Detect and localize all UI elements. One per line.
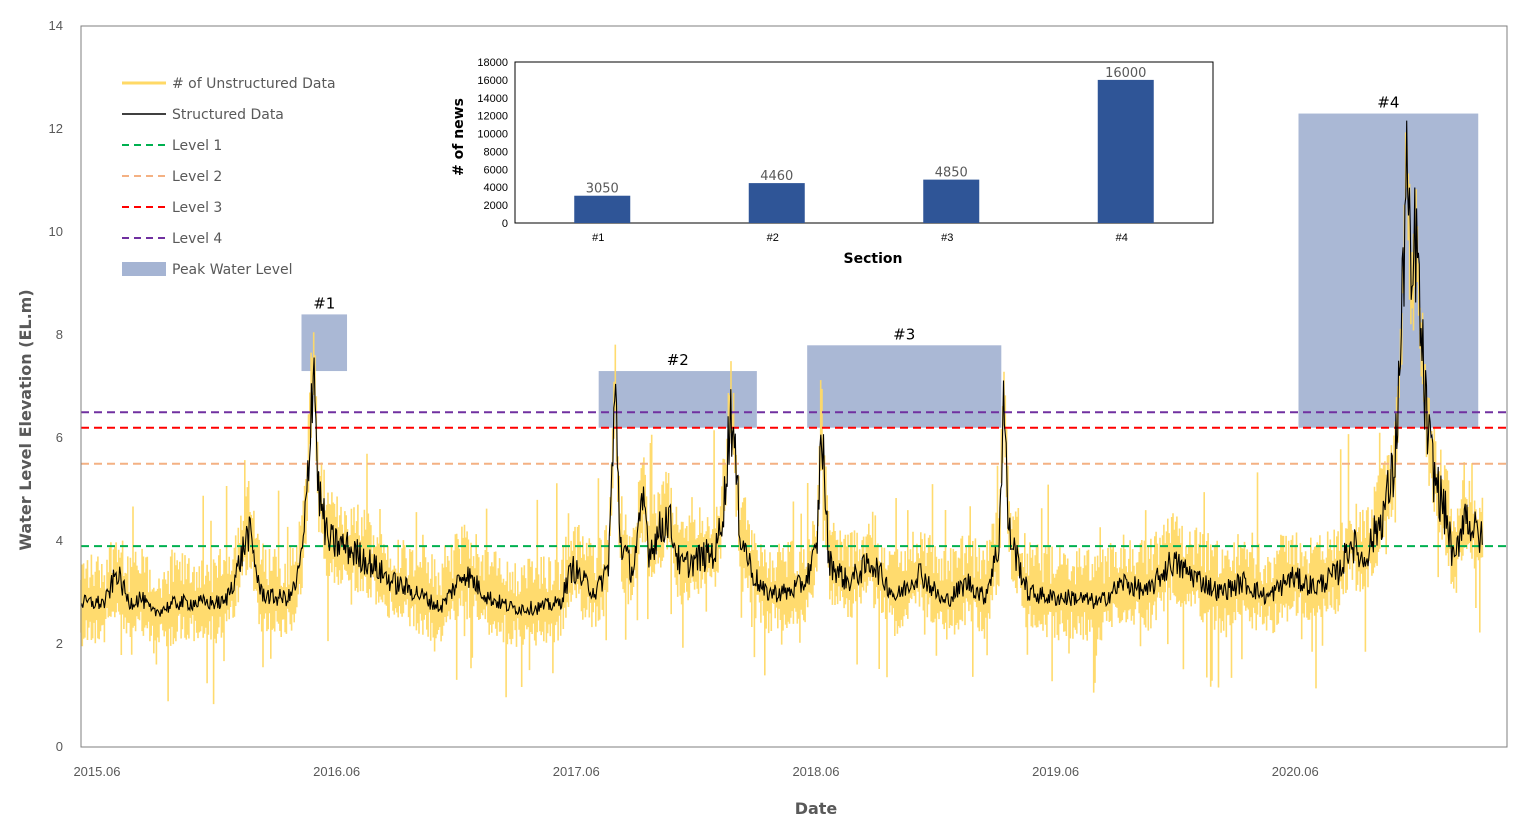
inset-y-tick-label: 2000 bbox=[484, 200, 508, 212]
peak-box-4 bbox=[1298, 114, 1478, 428]
inset-value-label: 4850 bbox=[935, 166, 968, 181]
legend-label: Level 3 bbox=[172, 200, 222, 216]
peak-box-1 bbox=[301, 314, 347, 371]
legend-label: Level 2 bbox=[172, 169, 222, 185]
y-tick-label: 4 bbox=[56, 533, 63, 548]
peak-box-3 bbox=[807, 345, 1001, 427]
legend-label: # of Unstructured Data bbox=[172, 76, 336, 92]
section-label: #4 bbox=[1377, 94, 1399, 112]
x-tick-label: 2018.06 bbox=[792, 764, 839, 779]
inset-value-label: 3050 bbox=[586, 182, 619, 197]
legend-label: Peak Water Level bbox=[172, 262, 292, 278]
y-tick-label: 2 bbox=[56, 636, 63, 651]
y-tick-label: 8 bbox=[56, 327, 63, 342]
y-tick-label: 0 bbox=[56, 739, 63, 754]
x-tick-label: 2016.06 bbox=[313, 764, 360, 779]
y-tick-label: 10 bbox=[49, 224, 63, 239]
y-tick-label: 12 bbox=[49, 121, 63, 136]
water-level-chart: 0 2 4 6 8 10 12 14 2015.06 2016.06 2017.06 2018.06… bbox=[0, 0, 1522, 832]
inset-bar-4 bbox=[1098, 80, 1154, 223]
inset-y-tick-label: 10000 bbox=[477, 129, 508, 141]
inset-category-label: #2 bbox=[767, 232, 779, 244]
inset-y-tick-label: 14000 bbox=[477, 93, 508, 105]
inset-bar-2 bbox=[749, 183, 805, 223]
inset-y-tick-label: 6000 bbox=[484, 164, 508, 176]
section-label: #3 bbox=[893, 325, 915, 343]
inset-y-tick-label: 4000 bbox=[484, 182, 508, 194]
inset-bar-1 bbox=[574, 196, 630, 223]
inset-category-label: #4 bbox=[1116, 232, 1128, 244]
legend-label: Level 4 bbox=[172, 231, 222, 247]
section-label: #2 bbox=[667, 351, 689, 369]
inset-x-axis-title: Section bbox=[844, 251, 903, 267]
x-tick-label: 2019.06 bbox=[1032, 764, 1079, 779]
inset-category-label: #1 bbox=[592, 232, 604, 244]
y-tick-label: 14 bbox=[49, 18, 63, 33]
section-label: #1 bbox=[313, 294, 335, 312]
x-tick-label: 2020.06 bbox=[1272, 764, 1319, 779]
y-axis-title: Water Level Elevation (EL.m) bbox=[16, 289, 35, 550]
inset-y-tick-label: 0 bbox=[502, 218, 508, 230]
inset-y-axis-title: # of news bbox=[451, 98, 467, 176]
inset-value-label: 16000 bbox=[1105, 66, 1146, 81]
legend-swatch-peak bbox=[122, 262, 166, 276]
x-tick-label: 2015.06 bbox=[73, 764, 120, 779]
x-tick-label: 2017.06 bbox=[553, 764, 600, 779]
inset-y-tick-label: 18000 bbox=[477, 57, 508, 69]
inset-y-tick-label: 16000 bbox=[477, 75, 508, 87]
legend-label: Level 1 bbox=[172, 138, 222, 154]
legend-label: Structured Data bbox=[172, 107, 284, 123]
y-tick-label: 6 bbox=[56, 430, 63, 445]
inset-y-tick-label: 8000 bbox=[484, 146, 508, 158]
inset-category-label: #3 bbox=[941, 232, 953, 244]
inset-bar-3 bbox=[923, 180, 979, 223]
inset-value-label: 4460 bbox=[760, 169, 793, 184]
x-axis-title: Date bbox=[795, 799, 838, 818]
inset-y-tick-label: 12000 bbox=[477, 111, 508, 123]
